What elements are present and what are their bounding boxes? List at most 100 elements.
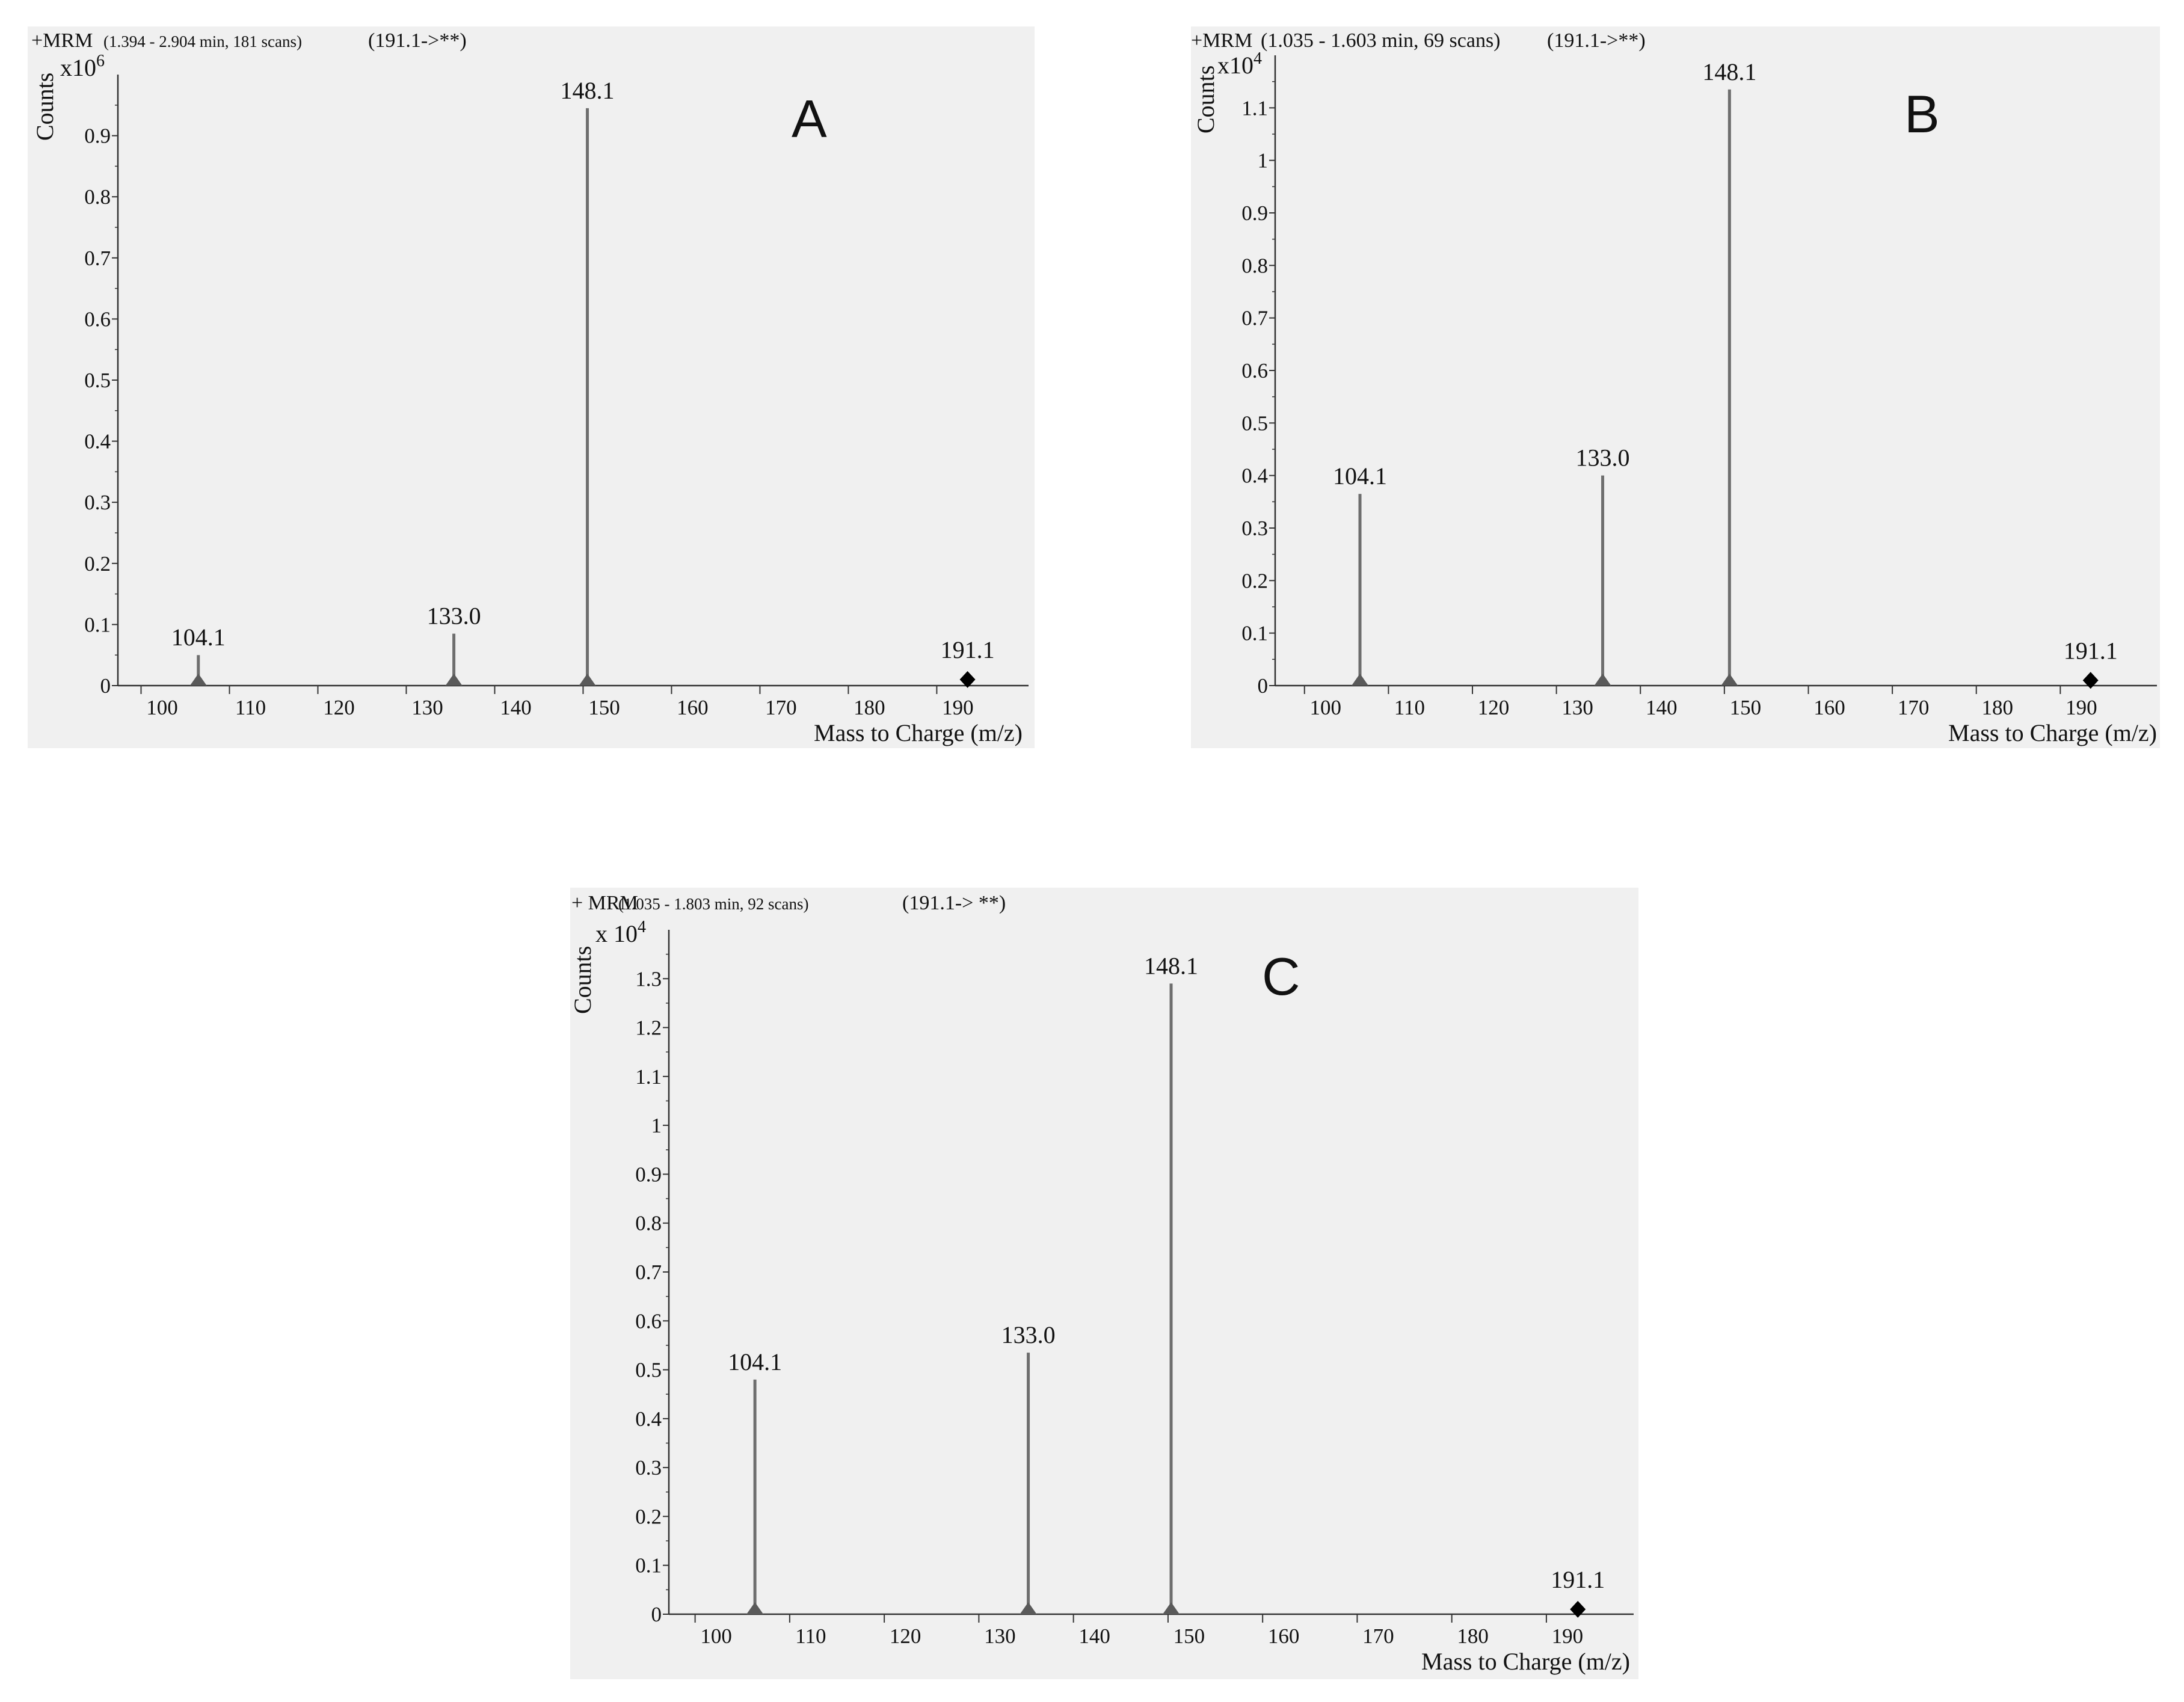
x-tick-label: 140 (1078, 1624, 1110, 1648)
spectrum-panel-b: +MRM (1.035 - 1.603 min, 69 scans) (191.… (1191, 26, 2160, 748)
x-tick-label: 110 (1394, 696, 1425, 719)
y-tick-label: 0.2 (635, 1505, 662, 1528)
y-tick-label: 0.1 (1241, 622, 1268, 645)
y-tick-label: 1.3 (635, 967, 662, 991)
y-tick-label: 0.8 (84, 185, 111, 209)
peak-label: 104.1 (171, 624, 226, 651)
y-tick-label: 0.5 (1241, 411, 1268, 435)
header-mode: +MRM (31, 29, 93, 52)
x-tick-label: 130 (411, 696, 443, 719)
y-tick-label: 0.7 (635, 1261, 662, 1284)
x-tick-label: 160 (677, 696, 709, 719)
spectrum-panel-a: +MRM (1.394 - 2.904 min, 181 scans) (191… (28, 26, 1035, 748)
header-transition: (191.1-> **) (902, 892, 1006, 914)
peak-label: 133.0 (427, 603, 481, 630)
spectrum-panel-c: + MRM (1.035 - 1.803 min, 92 scans) (191… (570, 888, 1638, 1679)
precursor-label: 191.1 (2064, 637, 2118, 664)
y-axis-title: Counts (31, 73, 58, 141)
x-tick-label: 170 (1898, 696, 1930, 719)
x-tick-label: 130 (984, 1624, 1016, 1648)
peak-marker (445, 674, 463, 686)
x-tick-label: 110 (235, 696, 266, 719)
peak-label: 148.1 (1144, 952, 1198, 979)
x-tick-label: 100 (1310, 696, 1342, 719)
x-axis-title: Mass to Charge (m/z) (1948, 719, 2157, 746)
y-tick-label: 0.4 (1241, 464, 1268, 488)
x-tick-label: 150 (588, 696, 620, 719)
y-multiplier: x106 (60, 52, 105, 81)
peak-marker (746, 1602, 764, 1614)
peak-label: 133.0 (1576, 444, 1630, 472)
y-tick-label: 0.7 (84, 247, 111, 270)
x-tick-label: 120 (323, 696, 355, 719)
y-tick-label: 0 (100, 674, 111, 698)
y-tick-label: 0.5 (635, 1359, 662, 1382)
x-tick-label: 150 (1174, 1624, 1205, 1648)
x-tick-label: 190 (2066, 696, 2097, 719)
y-tick-label: 0.2 (84, 552, 111, 576)
x-tick-label: 120 (1478, 696, 1510, 719)
y-tick-label: 0 (651, 1603, 662, 1626)
x-tick-label: 160 (1268, 1624, 1300, 1648)
y-tick-label: 0.2 (1241, 569, 1268, 592)
precursor-label: 191.1 (941, 636, 995, 663)
y-tick-label: 0.6 (635, 1309, 662, 1333)
header-mode: + MRM (571, 892, 638, 914)
header-transition: (191.1->**) (1547, 29, 1646, 52)
y-tick-label: 0.9 (84, 124, 111, 148)
y-tick-label: 0.9 (1241, 201, 1268, 225)
y-tick-label: 0.9 (635, 1163, 662, 1186)
header-range: (1.035 - 1.803 min, 92 scans) (618, 895, 808, 913)
peak-marker (579, 674, 596, 686)
panel-letter: B (1904, 84, 1940, 144)
peak-label: 133.0 (1001, 1321, 1056, 1348)
peak-marker (1020, 1602, 1037, 1614)
spectrum-chart-b: +MRM (1.035 - 1.603 min, 69 scans) (191.… (1191, 29, 2157, 746)
x-tick-label: 120 (890, 1624, 921, 1648)
spectrum-chart-a: +MRM (1.394 - 2.904 min, 181 scans) (191… (31, 29, 1029, 746)
y-tick-label: 0.3 (635, 1456, 662, 1479)
panel-letter: C (1262, 947, 1300, 1006)
y-tick-label: 0.6 (84, 307, 111, 331)
peak-marker (1721, 674, 1738, 686)
precursor-marker (1570, 1600, 1586, 1618)
x-tick-label: 170 (765, 696, 797, 719)
y-tick-label: 0.6 (1241, 359, 1268, 382)
y-tick-label: 1.1 (635, 1065, 662, 1089)
x-tick-label: 180 (854, 696, 885, 719)
header-transition: (191.1->**) (368, 29, 467, 52)
y-tick-label: 1 (651, 1114, 662, 1137)
x-tick-label: 140 (500, 696, 532, 719)
x-tick-label: 100 (146, 696, 178, 719)
y-tick-label: 0.3 (1241, 517, 1268, 540)
precursor-marker (2082, 672, 2099, 689)
y-tick-label: 0.4 (84, 430, 111, 453)
y-multiplier: x104 (1217, 49, 1262, 79)
peak-marker (1352, 674, 1369, 686)
x-tick-label: 180 (1981, 696, 2013, 719)
precursor-label: 191.1 (1551, 1566, 1605, 1593)
peak-label: 148.1 (561, 77, 615, 104)
x-tick-label: 110 (795, 1624, 826, 1648)
x-tick-label: 190 (942, 696, 974, 719)
y-tick-label: 0.7 (1241, 307, 1268, 330)
y-tick-label: 0.1 (635, 1554, 662, 1578)
peak-label: 104.1 (1333, 462, 1387, 490)
precursor-marker (959, 671, 976, 688)
y-axis-title: Counts (570, 946, 596, 1014)
peak-marker (1163, 1602, 1180, 1614)
peak-marker (189, 674, 207, 686)
x-tick-label: 190 (1552, 1624, 1584, 1648)
y-multiplier: x 104 (595, 918, 646, 947)
y-axis-title: Counts (1192, 66, 1219, 134)
x-tick-label: 150 (1730, 696, 1762, 719)
x-tick-label: 170 (1362, 1624, 1394, 1648)
y-tick-label: 0.4 (635, 1407, 662, 1431)
y-tick-label: 0.1 (84, 613, 111, 636)
peak-label: 104.1 (728, 1348, 782, 1375)
x-tick-label: 160 (1813, 696, 1845, 719)
peak-label: 148.1 (1702, 58, 1756, 85)
header-range: (1.035 - 1.603 min, 69 scans) (1261, 29, 1501, 52)
y-tick-label: 0.8 (635, 1212, 662, 1235)
spectrum-chart-c: + MRM (1.035 - 1.803 min, 92 scans) (191… (570, 892, 1634, 1675)
